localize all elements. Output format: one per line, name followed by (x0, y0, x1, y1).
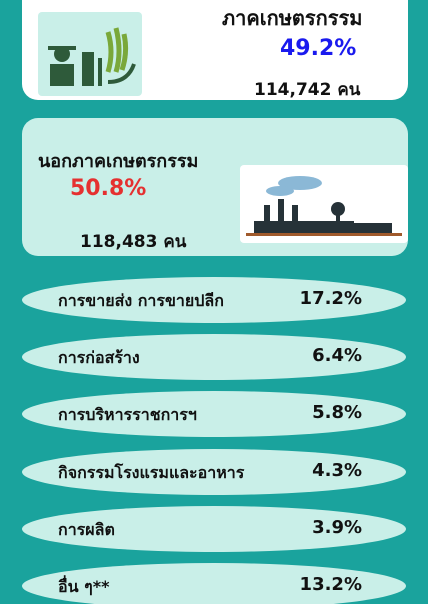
sector-label: กิจกรรมโรงแรมและอาหาร (58, 462, 245, 482)
sector-percent: 5.8% (312, 402, 362, 424)
sector-percent: 17.2% (299, 288, 362, 309)
non-agriculture-percent: 50.8% (70, 176, 147, 201)
sector-percent: 13.2% (299, 574, 362, 595)
sector-pill: การก่อสร้าง 6.4% (22, 334, 406, 381)
sector-pill: การขายส่ง การขายปลีก 17.2% (22, 277, 406, 323)
sector-pill: อื่น ๆ** 13.2% (22, 563, 406, 604)
non-agriculture-card: นอกภาคเกษตรกรรม 50.8% 118,483 คน (22, 118, 408, 256)
sector-label: การก่อสร้าง (58, 348, 140, 368)
agriculture-percent: 49.2% (280, 36, 357, 61)
factory-icon (240, 165, 408, 243)
agriculture-title: ภาคเกษตรกรรม (222, 6, 363, 30)
sector-pill: การผลิต 3.9% (22, 505, 406, 552)
sector-label: การขายส่ง การขายปลีก (58, 291, 224, 310)
farmer-icon (38, 12, 142, 96)
sector-percent: 3.9% (312, 516, 362, 538)
sector-percent: 6.4% (312, 345, 362, 367)
sector-pill: การบริหารราชการฯ 5.8% (22, 391, 406, 438)
sector-label: การผลิต (58, 519, 115, 539)
sector-label: การบริหารราชการฯ (58, 405, 197, 425)
sector-pill: กิจกรรมโรงแรมและอาหาร 4.3% (22, 448, 406, 495)
agriculture-card: ภาคเกษตรกรรม 49.2% 114,742 คน (22, 0, 408, 100)
non-agriculture-people: 118,483 คน (80, 232, 187, 252)
sector-percent: 4.3% (312, 459, 362, 481)
sector-label: อื่น ๆ** (58, 577, 110, 596)
agriculture-people: 114,742 คน (254, 80, 361, 100)
non-agriculture-title: นอกภาคเกษตรกรรม (38, 151, 199, 172)
